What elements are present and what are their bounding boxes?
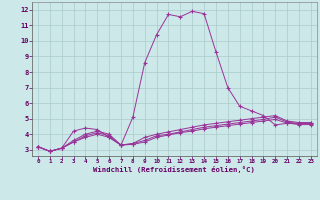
X-axis label: Windchill (Refroidissement éolien,°C): Windchill (Refroidissement éolien,°C) bbox=[93, 166, 255, 173]
